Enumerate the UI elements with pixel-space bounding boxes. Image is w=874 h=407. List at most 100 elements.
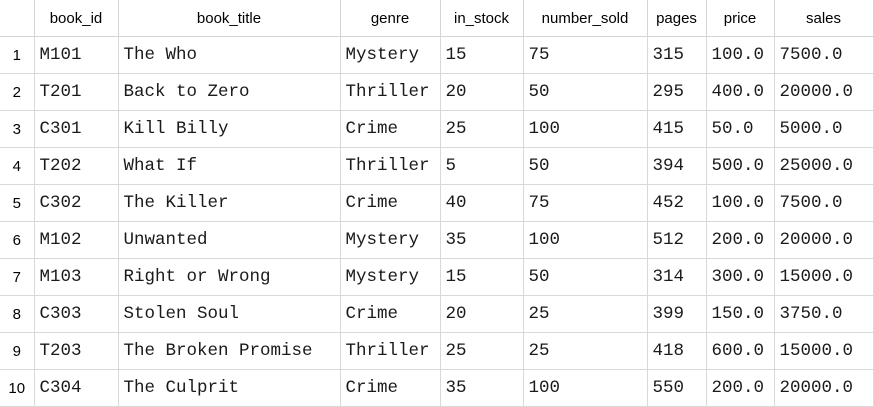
cell-pages[interactable]: 512 <box>647 221 707 259</box>
cell-book-title[interactable]: The Broken Promise <box>118 332 341 370</box>
cell-pages[interactable]: 394 <box>647 147 707 185</box>
table-row[interactable]: 2 T201 Back to Zero Thriller 20 50 295 400.0 200… <box>0 73 874 111</box>
row-number[interactable]: 2 <box>0 73 35 111</box>
cell-number-sold[interactable]: 25 <box>523 332 648 370</box>
cell-pages[interactable]: 452 <box>647 184 707 222</box>
row-number[interactable]: 9 <box>0 332 35 370</box>
row-number[interactable]: 10 <box>0 369 35 407</box>
table-row[interactable]: 7 M103 Right or Wrong Mystery 15 50 314 300.0 15… <box>0 258 874 296</box>
cell-in-stock[interactable]: 25 <box>440 110 524 148</box>
column-header-in-stock[interactable]: in_stock <box>440 0 524 37</box>
cell-book-id[interactable]: C303 <box>34 295 119 333</box>
cell-book-title[interactable]: The Who <box>118 36 341 74</box>
table-row[interactable]: 8 C303 Stolen Soul Crime 20 25 399 150.0 3750.0 <box>0 295 874 333</box>
cell-genre[interactable]: Mystery <box>340 258 441 296</box>
cell-number-sold[interactable]: 100 <box>523 221 648 259</box>
cell-number-sold[interactable]: 25 <box>523 295 648 333</box>
cell-number-sold[interactable]: 100 <box>523 110 648 148</box>
cell-sales[interactable]: 20000.0 <box>774 221 874 259</box>
table-row[interactable]: 5 C302 The Killer Crime 40 75 452 100.0 7500.0 <box>0 184 874 222</box>
cell-sales[interactable]: 15000.0 <box>774 258 874 296</box>
cell-genre[interactable]: Crime <box>340 295 441 333</box>
cell-pages[interactable]: 295 <box>647 73 707 111</box>
column-header-price[interactable]: price <box>706 0 775 37</box>
column-header-genre[interactable]: genre <box>340 0 441 37</box>
cell-book-id[interactable]: C301 <box>34 110 119 148</box>
table-row[interactable]: 9 T203 The Broken Promise Thriller 25 25 418 60… <box>0 332 874 370</box>
cell-price[interactable]: 200.0 <box>706 221 775 259</box>
cell-genre[interactable]: Thriller <box>340 147 441 185</box>
cell-price[interactable]: 200.0 <box>706 369 775 407</box>
cell-pages[interactable]: 415 <box>647 110 707 148</box>
cell-genre[interactable]: Mystery <box>340 221 441 259</box>
row-number[interactable]: 5 <box>0 184 35 222</box>
cell-book-id[interactable]: M103 <box>34 258 119 296</box>
cell-pages[interactable]: 418 <box>647 332 707 370</box>
cell-book-id[interactable]: T203 <box>34 332 119 370</box>
column-header-pages[interactable]: pages <box>647 0 707 37</box>
cell-in-stock[interactable]: 15 <box>440 36 524 74</box>
cell-price[interactable]: 500.0 <box>706 147 775 185</box>
cell-in-stock[interactable]: 35 <box>440 369 524 407</box>
cell-book-id[interactable]: M102 <box>34 221 119 259</box>
table-row[interactable]: 10 C304 The Culprit Crime 35 100 550 200.0 20000… <box>0 369 874 407</box>
cell-number-sold[interactable]: 75 <box>523 184 648 222</box>
cell-pages[interactable]: 314 <box>647 258 707 296</box>
column-header-book-title[interactable]: book_title <box>118 0 341 37</box>
cell-book-title[interactable]: Back to Zero <box>118 73 341 111</box>
cell-book-id[interactable]: C302 <box>34 184 119 222</box>
cell-in-stock[interactable]: 25 <box>440 332 524 370</box>
row-number[interactable]: 4 <box>0 147 35 185</box>
cell-book-title[interactable]: Stolen Soul <box>118 295 341 333</box>
column-header-sales[interactable]: sales <box>774 0 874 37</box>
cell-book-title[interactable]: Kill Billy <box>118 110 341 148</box>
cell-number-sold[interactable]: 50 <box>523 73 648 111</box>
cell-sales[interactable]: 7500.0 <box>774 36 874 74</box>
cell-number-sold[interactable]: 100 <box>523 369 648 407</box>
row-number[interactable]: 1 <box>0 36 35 74</box>
cell-book-title[interactable]: The Killer <box>118 184 341 222</box>
cell-sales[interactable]: 7500.0 <box>774 184 874 222</box>
cell-in-stock[interactable]: 20 <box>440 295 524 333</box>
cell-genre[interactable]: Crime <box>340 184 441 222</box>
cell-pages[interactable]: 315 <box>647 36 707 74</box>
cell-book-title[interactable]: Right or Wrong <box>118 258 341 296</box>
cell-sales[interactable]: 3750.0 <box>774 295 874 333</box>
cell-genre[interactable]: Mystery <box>340 36 441 74</box>
corner-cell[interactable] <box>0 0 35 37</box>
table-row[interactable]: 1 M101 The Who Mystery 15 75 315 100.0 7500.0 <box>0 36 874 74</box>
cell-number-sold[interactable]: 75 <box>523 36 648 74</box>
cell-sales[interactable]: 20000.0 <box>774 73 874 111</box>
cell-in-stock[interactable]: 5 <box>440 147 524 185</box>
cell-sales[interactable]: 20000.0 <box>774 369 874 407</box>
table-row[interactable]: 6 M102 Unwanted Mystery 35 100 512 200.0 20000.0 <box>0 221 874 259</box>
cell-book-id[interactable]: T202 <box>34 147 119 185</box>
column-header-number-sold[interactable]: number_sold <box>523 0 648 37</box>
cell-book-id[interactable]: C304 <box>34 369 119 407</box>
cell-in-stock[interactable]: 35 <box>440 221 524 259</box>
cell-genre[interactable]: Thriller <box>340 332 441 370</box>
cell-pages[interactable]: 399 <box>647 295 707 333</box>
row-number[interactable]: 3 <box>0 110 35 148</box>
cell-genre[interactable]: Thriller <box>340 73 441 111</box>
cell-book-title[interactable]: Unwanted <box>118 221 341 259</box>
cell-price[interactable]: 150.0 <box>706 295 775 333</box>
row-number[interactable]: 6 <box>0 221 35 259</box>
cell-price[interactable]: 600.0 <box>706 332 775 370</box>
table-row[interactable]: 3 C301 Kill Billy Crime 25 100 415 50.0 5000.0 <box>0 110 874 148</box>
cell-book-id[interactable]: M101 <box>34 36 119 74</box>
cell-in-stock[interactable]: 15 <box>440 258 524 296</box>
cell-price[interactable]: 100.0 <box>706 36 775 74</box>
cell-book-title[interactable]: The Culprit <box>118 369 341 407</box>
cell-sales[interactable]: 5000.0 <box>774 110 874 148</box>
cell-in-stock[interactable]: 20 <box>440 73 524 111</box>
cell-pages[interactable]: 550 <box>647 369 707 407</box>
cell-price[interactable]: 50.0 <box>706 110 775 148</box>
row-number[interactable]: 8 <box>0 295 35 333</box>
cell-genre[interactable]: Crime <box>340 369 441 407</box>
cell-sales[interactable]: 25000.0 <box>774 147 874 185</box>
cell-in-stock[interactable]: 40 <box>440 184 524 222</box>
row-number[interactable]: 7 <box>0 258 35 296</box>
cell-book-id[interactable]: T201 <box>34 73 119 111</box>
cell-book-title[interactable]: What If <box>118 147 341 185</box>
